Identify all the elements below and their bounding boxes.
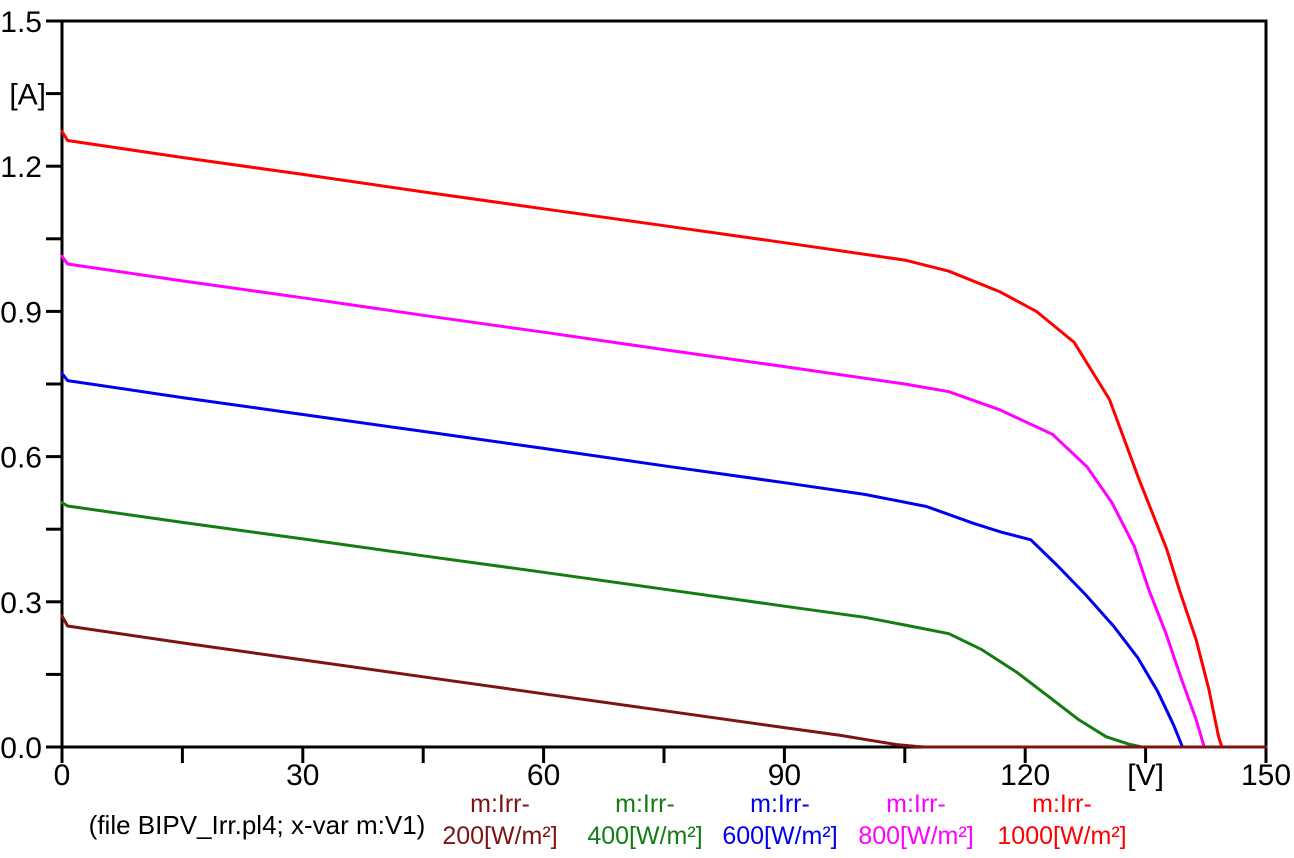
legend-entry-200-line2: 200[W/m²] — [442, 822, 557, 850]
legend-entry-200-line1: m:Irr- — [470, 790, 530, 818]
y-tick-label-0.0: 0.0 — [0, 732, 42, 765]
x-tick-label-0: 0 — [54, 759, 71, 792]
curve-m:Irr-200 — [60, 614, 1268, 749]
curve-m:Irr-400 — [60, 501, 1268, 749]
legend-entry-400-line2: 400[W/m²] — [587, 822, 702, 850]
legend-entry-600-line2: 600[W/m²] — [722, 822, 837, 850]
y-axis-unit-label: [A] — [9, 79, 46, 112]
y-tick-label-1.2: 1.2 — [0, 151, 42, 184]
legend-entry-800-line1: m:Irr- — [886, 790, 946, 818]
curve-m:Irr-1000 — [60, 129, 1268, 749]
y-tick-label-0.3: 0.3 — [0, 587, 42, 620]
legend-entry-800-line2: 800[W/m²] — [858, 822, 973, 850]
curve-m:Irr-800 — [60, 254, 1268, 749]
file-caption: (file BIPV_Irr.pl4; x-var m:V1) — [89, 810, 426, 840]
x-tick-label-30: 30 — [286, 759, 319, 792]
x-tick-label-90: 90 — [768, 759, 801, 792]
x-tick-label-120: 120 — [1000, 759, 1050, 792]
y-tick-label-0.9: 0.9 — [0, 296, 42, 329]
legend-entry-400-line1: m:Irr- — [615, 790, 675, 818]
y-tick-label-1.5: 1.5 — [0, 6, 42, 39]
x-tick-label-60: 60 — [527, 759, 560, 792]
curve-m:Irr-600 — [60, 371, 1268, 749]
legend-entry-600-line1: m:Irr- — [750, 790, 810, 818]
x-axis-unit-label: [V] — [1127, 759, 1164, 792]
legend-entry-1000-line1: m:Irr- — [1032, 790, 1092, 818]
legend-entry-1000-line2: 1000[W/m²] — [997, 822, 1126, 850]
y-tick-label-0.6: 0.6 — [0, 442, 42, 475]
x-tick-label-150: 150 — [1241, 759, 1291, 792]
plot-frame — [60, 19, 1268, 749]
